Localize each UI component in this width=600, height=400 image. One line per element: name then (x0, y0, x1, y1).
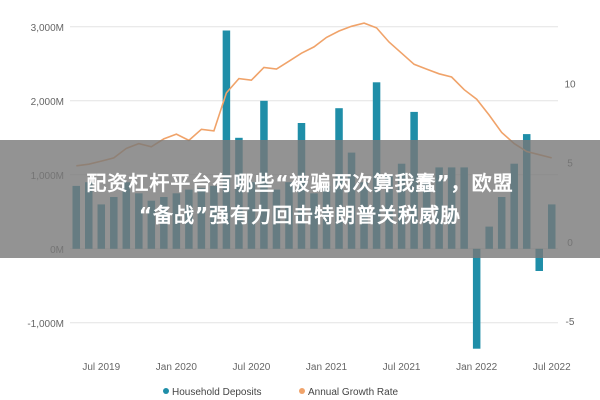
left-axis-tick-label: 3,000M (31, 23, 64, 34)
bar (222, 30, 231, 249)
x-axis-tick-label: Jul 2021 (383, 362, 421, 373)
x-axis-ticks: Jul 2019 Jan 2020 Jul 2020 Jan 2021 Jul 2021… (82, 362, 571, 373)
legend-label-household-deposits: Household Deposits (172, 387, 262, 398)
legend-marker-annual-growth-rate (299, 388, 305, 394)
headline-banner: 配资杠杆平台有哪些“被骗两次算我蠢”，欧盟 “备战”强有力回击特朗普关税威胁 (0, 140, 600, 258)
legend-label-annual-growth-rate: Annual Growth Rate (308, 387, 398, 398)
x-axis-tick-label: Jul 2022 (533, 362, 571, 373)
x-axis-tick-label: Jul 2019 (82, 362, 120, 373)
legend: Household Deposits Annual Growth Rate (163, 387, 398, 398)
bar (472, 248, 481, 349)
x-axis-tick-label: Jan 2022 (456, 362, 498, 373)
bar (535, 248, 543, 271)
left-axis-tick-label: 2,000M (31, 97, 64, 108)
right-axis-tick-label: 10 (564, 79, 576, 90)
right-axis-tick-label: -5 (566, 317, 575, 328)
left-axis-tick-label: -1,000M (27, 319, 64, 330)
headline-line-2: “备战”强有力回击特朗普关税威胁 (138, 203, 462, 227)
headline-line-1: 配资杠杆平台有哪些“被骗两次算我蠢”，欧盟 (86, 171, 514, 195)
x-axis-tick-label: Jan 2021 (306, 362, 348, 373)
legend-marker-household-deposits (163, 388, 169, 394)
x-axis-tick-label: Jan 2020 (156, 362, 198, 373)
x-axis-tick-label: Jul 2020 (233, 362, 271, 373)
